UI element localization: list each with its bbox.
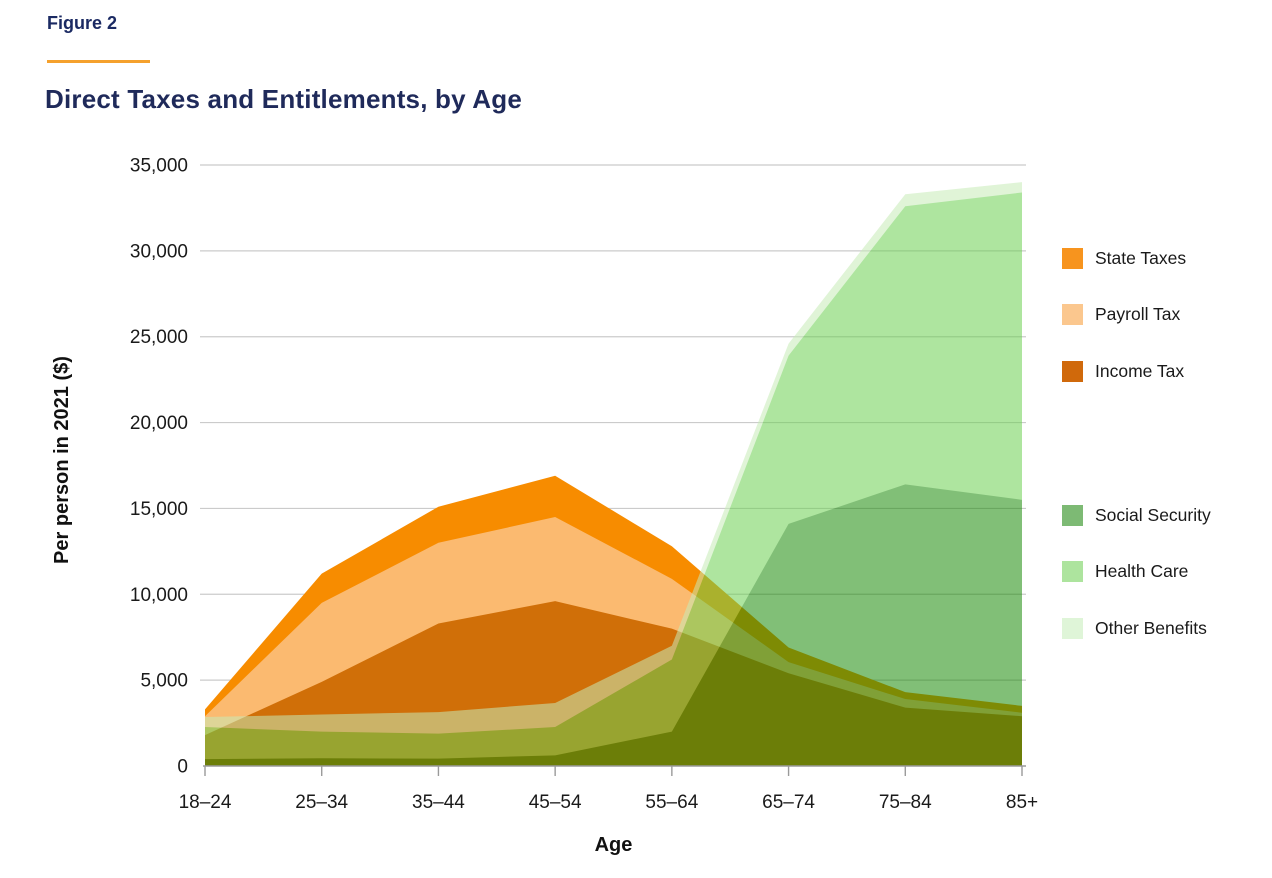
figure-label: Figure 2 (47, 13, 118, 33)
y-axis-title: Per person in 2021 ($) (51, 356, 73, 564)
area-social-security (205, 484, 1022, 766)
benefits-overlay (205, 182, 1022, 766)
x-tick-label: 65–74 (762, 792, 815, 813)
x-tick-label: 18–24 (179, 792, 232, 813)
y-tick-label: 10,000 (130, 585, 188, 606)
x-tick-label: 55–64 (645, 792, 698, 813)
y-tick-label: 25,000 (130, 327, 188, 348)
y-tick-label: 15,000 (130, 499, 188, 520)
y-tick-label: 30,000 (130, 241, 188, 262)
y-tick-label: 5,000 (140, 671, 188, 692)
x-tick-label: 45–54 (529, 792, 582, 813)
x-tick-label: 35–44 (412, 792, 465, 813)
y-tick-label: 20,000 (130, 413, 188, 434)
x-tick-label: 75–84 (879, 792, 932, 813)
y-tick-label: 35,000 (130, 156, 188, 177)
y-tick-label: 0 (177, 757, 188, 778)
x-tick-label: 85+ (1006, 792, 1038, 813)
figure-label-underline (47, 60, 150, 63)
x-tick-label: 25–34 (295, 792, 348, 813)
page-title: Direct Taxes and Entitlements, by Age (45, 84, 522, 114)
x-axis-title: Age (595, 834, 633, 856)
